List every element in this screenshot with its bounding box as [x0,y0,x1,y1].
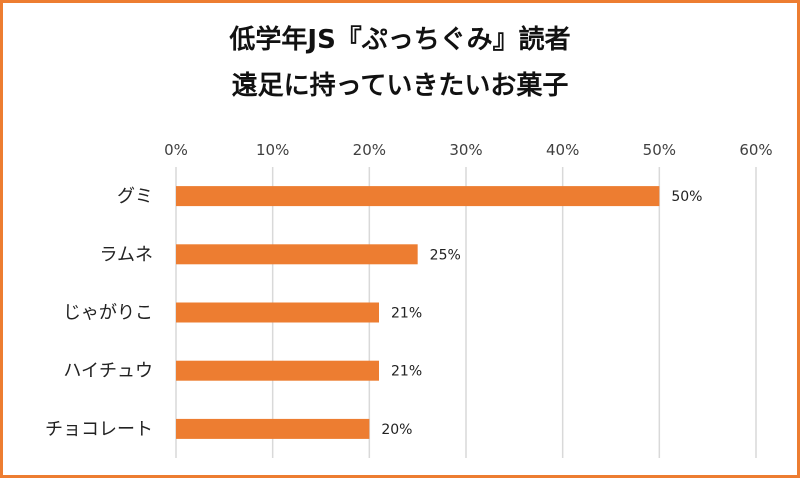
bar [176,302,379,323]
bar [176,360,379,381]
x-tick-label: 10% [256,141,289,159]
category-label: じゃがりこ [63,303,153,324]
data-label: 25% [430,247,461,263]
category-label: ハイチュウ [63,361,153,382]
data-label: 50% [671,189,702,205]
bar [176,244,418,265]
category-label: チョコレート [45,419,153,440]
data-label: 21% [391,364,422,380]
bar [176,418,370,439]
bar-chart: 0% 10% 20% 30% 40% 50% 60% グミ 50% ラムネ 25% じゃがりこ 21% ハ… [45,141,773,458]
bar [176,186,660,207]
data-label: 21% [391,306,422,322]
category-label: グミ [117,186,153,207]
x-tick-label: 30% [449,141,482,159]
x-tick-label: 0% [164,141,188,159]
chart-title: 低学年JS『ぷっちぐみ』読者 遠足に持っていきたいお菓子 [3,17,797,109]
chart-title-line-1: 低学年JS『ぷっちぐみ』読者 [229,25,571,55]
chart-title-line-2: 遠足に持っていきたいお菓子 [231,71,569,101]
category-label: ラムネ [100,244,153,265]
x-tick-label: 40% [546,141,579,159]
data-label: 20% [381,422,412,438]
x-tick-label: 60% [739,141,772,159]
x-tick-label: 20% [353,141,386,159]
x-tick-label: 50% [643,141,676,159]
